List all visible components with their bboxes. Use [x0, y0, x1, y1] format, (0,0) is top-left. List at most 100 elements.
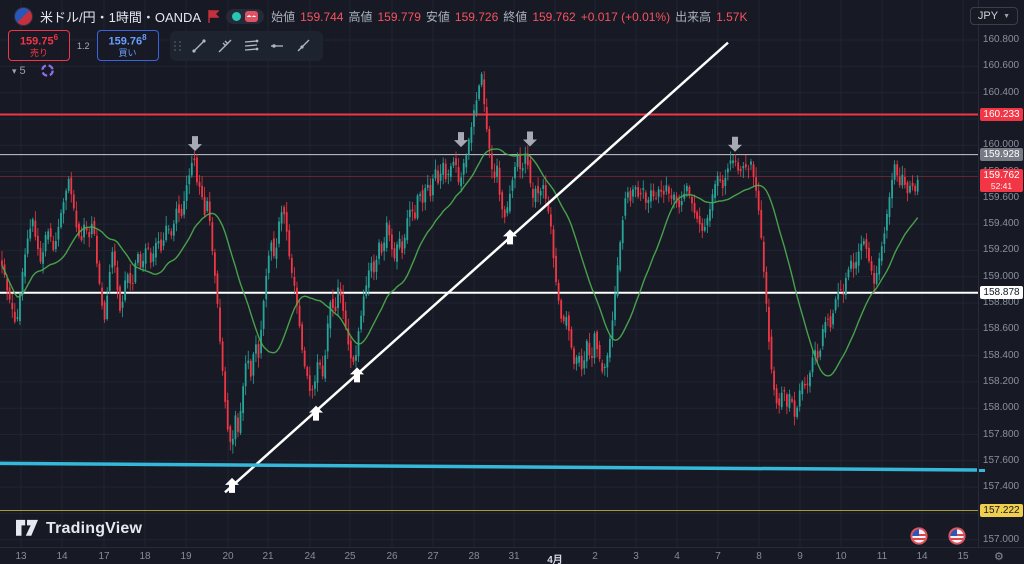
time-axis-label: 21: [262, 551, 274, 562]
low-value: 159.726: [454, 9, 499, 24]
support-trendline[interactable]: [0, 461, 978, 472]
time-axis-label: 18: [139, 551, 151, 562]
price-axis-label: 158.600: [982, 323, 1020, 335]
sync-icon[interactable]: [40, 63, 55, 78]
time-axis-label: 4: [674, 551, 680, 562]
time-axis-label: 17: [98, 551, 110, 562]
up-arrow-marker[interactable]: [503, 229, 517, 245]
objects-row: ▾ 5: [12, 63, 55, 78]
volume-value: 1.57K: [716, 9, 748, 24]
horizontal-line-icon[interactable]: [265, 35, 289, 57]
time-axis-label: 2: [592, 551, 598, 562]
objects-count: 5: [19, 64, 26, 77]
price-axis-label: 160.800: [982, 34, 1020, 45]
time-axis-label: 14: [56, 551, 68, 562]
down-arrow-marker[interactable]: [188, 136, 202, 152]
open-value: 159.744: [300, 9, 344, 24]
time-axis-label: 7: [715, 551, 721, 562]
up-arrow-marker[interactable]: [350, 367, 364, 383]
down-arrow-marker[interactable]: [728, 136, 742, 152]
change-value: +0.017 (+0.01%): [580, 9, 671, 24]
drawing-toolbar: [169, 30, 323, 61]
time-axis-label: 28: [468, 551, 480, 562]
jpy-label: JPY: [977, 10, 999, 22]
chevron-down-icon: ▾: [12, 65, 17, 76]
close-value: 159.762: [532, 9, 576, 24]
time-axis-label: 14: [916, 551, 928, 562]
close-label: 終値: [503, 10, 528, 24]
price-axis-label: 157.400: [982, 481, 1020, 493]
trade-panel: 159.756 売り 1.2 159.768 買い: [8, 30, 323, 61]
time-axis-label: 20: [222, 551, 234, 562]
time-axis-label: 19: [180, 551, 192, 562]
open-label: 始値: [271, 10, 296, 24]
high-label: 高値: [348, 10, 373, 24]
drag-handle[interactable]: [173, 40, 182, 51]
high-value: 159.779: [377, 9, 421, 24]
chart-legend: 米ドル/円・1時間・OANDA 始値 159.744 高値 159.779 安値…: [14, 7, 747, 26]
jpy-currency-button[interactable]: JPY ▼: [969, 7, 1018, 25]
low-label: 安値: [425, 10, 450, 24]
time-axis-label: 11: [876, 551, 888, 562]
up-arrow-marker[interactable]: [225, 477, 239, 493]
down-arrow-marker[interactable]: [454, 132, 468, 148]
price-axis-label: 158.400: [982, 349, 1020, 361]
price-axis[interactable]: 160.800160.600160.400160.200160.000159.8…: [978, 0, 1024, 547]
gear-icon[interactable]: ⚙: [994, 551, 1004, 563]
watermark-text: TradingView: [46, 520, 143, 537]
volume-label: 出来高: [675, 10, 712, 24]
price-level-badge: 159.928: [980, 147, 1023, 161]
moving-average-line[interactable]: [1, 148, 919, 377]
spread-value: 1.2: [77, 40, 90, 51]
chevron-down-icon: ▼: [1003, 12, 1010, 20]
price-axis-label: 158.000: [982, 402, 1020, 414]
price-axis-label: 159.600: [982, 191, 1020, 203]
price-level-badge: 158.878: [980, 285, 1023, 299]
wave-icon: [245, 11, 259, 22]
time-axis-label: 24: [304, 551, 316, 562]
legend-toggle-pill[interactable]: [226, 9, 265, 24]
time-axis-label: 27: [427, 551, 439, 562]
info-line-icon[interactable]: [213, 35, 237, 57]
ascending-trendline[interactable]: [224, 41, 729, 494]
time-axis-label: 25: [344, 551, 356, 562]
buy-button[interactable]: 159.768 買い: [96, 30, 159, 61]
up-arrow-marker[interactable]: [309, 405, 323, 421]
time-axis-label: 31: [508, 551, 520, 562]
sell-button[interactable]: 159.756 売り: [8, 30, 70, 61]
price-axis-label: 159.200: [982, 244, 1020, 256]
candles: [1, 71, 919, 454]
objects-dropdown[interactable]: ▾ 5: [12, 65, 26, 77]
ohlc-values: 始値 159.744 高値 159.779 安値 159.726 終値 159.…: [271, 8, 747, 25]
symbol-title[interactable]: 米ドル/円・1時間・OANDA: [40, 10, 202, 25]
trend-line-icon[interactable]: [187, 35, 211, 57]
time-axis-label: 9: [797, 551, 803, 562]
us-flag-event-icon[interactable]: [948, 527, 966, 545]
candlestick-chart[interactable]: [0, 0, 978, 547]
time-axis-label: 15: [957, 551, 969, 562]
cyan-level-tick: [979, 469, 985, 472]
price-axis-label: 159.400: [982, 218, 1020, 230]
price-level-badge: 159.762 52:41: [980, 169, 1023, 193]
ray-icon[interactable]: [291, 35, 315, 57]
parallel-channel-icon[interactable]: [239, 35, 263, 57]
price-axis-label: 160.400: [982, 86, 1020, 98]
price-axis-label: 160.600: [982, 60, 1020, 72]
flag-icon[interactable]: [208, 10, 220, 23]
teal-dot-icon: [232, 12, 242, 21]
countdown-timer: 52:41: [990, 181, 1013, 192]
time-axis-label: 10: [835, 551, 847, 562]
price-axis-label: 157.000: [982, 533, 1020, 545]
time-axis-label: 8: [756, 551, 762, 562]
price-axis-label: 158.200: [982, 375, 1020, 387]
us-flag-event-icon[interactable]: [910, 527, 928, 545]
price-axis-label: 157.600: [982, 454, 1020, 466]
time-axis-label: 4月: [547, 555, 563, 564]
price-level-badge: 157.222: [980, 503, 1023, 517]
symbol-logo-icon: [14, 7, 33, 26]
time-axis[interactable]: ⚙ 13 14 17 18 19 20 21 24 25 26 27 28 31 4月 2 3 4 7 8 9 10 11…: [0, 547, 1024, 564]
down-arrow-marker[interactable]: [523, 131, 537, 147]
tradingview-watermark: TradingView: [16, 519, 142, 539]
price-axis-label: 157.800: [982, 428, 1020, 440]
